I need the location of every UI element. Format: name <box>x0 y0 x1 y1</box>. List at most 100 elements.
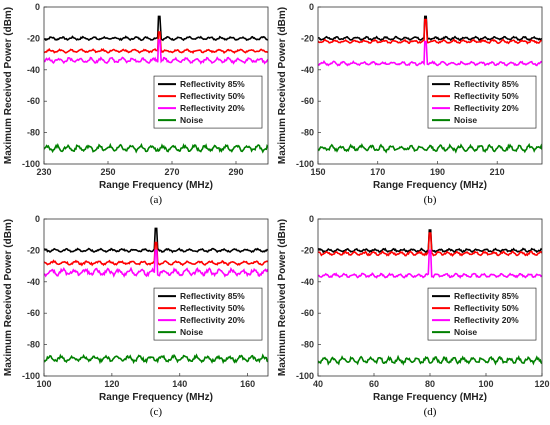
x-tick-label: 230 <box>36 167 51 177</box>
legend-entry: Noise <box>180 327 203 337</box>
series-line-reflectivity-85- <box>44 15 268 42</box>
legend: Reflectivity 85% Reflectivity 50% Reflecti… <box>153 75 263 129</box>
series-line-reflectivity-50- <box>318 18 542 45</box>
series-line-noise <box>44 142 268 154</box>
x-tick-label: 80 <box>425 379 435 389</box>
legend-entry: Noise <box>454 327 477 337</box>
legend-entry: Noise <box>454 115 477 125</box>
y-tick-label: -40 <box>27 277 40 287</box>
x-tick-label: 120 <box>534 379 549 389</box>
legend-entry: Reflectivity 50% <box>454 303 519 313</box>
series-line-reflectivity-85- <box>318 229 542 254</box>
series-line-reflectivity-85- <box>318 15 542 42</box>
x-tick-label: 60 <box>369 379 379 389</box>
panel-label: (c) <box>150 406 163 418</box>
y-tick-label: -80 <box>27 128 40 138</box>
y-tick-label: -100 <box>22 159 40 169</box>
panel-label: (a) <box>150 194 163 206</box>
y-tick-label: -20 <box>301 33 314 43</box>
x-tick-label: 150 <box>310 167 325 177</box>
x-axis-label: Range Frequency (MHz) <box>373 392 487 403</box>
legend-entry: Reflectivity 20% <box>180 315 245 325</box>
y-tick-label: 0 <box>309 214 314 224</box>
legend-entry: Noise <box>180 115 203 125</box>
legend-entry: Reflectivity 85% <box>454 291 519 301</box>
y-axis-label: Maximum Received Power (dBm) <box>3 7 14 164</box>
axes-frame <box>317 6 543 165</box>
x-tick-label: 290 <box>228 167 243 177</box>
x-axis-label: Range Frequency (MHz) <box>99 392 213 403</box>
legend: Reflectivity 85% Reflectivity 50% Reflecti… <box>427 287 537 341</box>
legend-entry: Reflectivity 20% <box>180 103 245 113</box>
x-tick-label: 160 <box>240 379 255 389</box>
series-line-reflectivity-50- <box>44 31 268 55</box>
series-line-reflectivity-20- <box>44 39 268 65</box>
series-line-reflectivity-20- <box>318 249 542 279</box>
y-tick-label: -100 <box>22 371 40 381</box>
x-tick-label: 120 <box>104 379 119 389</box>
legend: Reflectivity 85% Reflectivity 50% Reflecti… <box>427 75 537 129</box>
legend-entry: Reflectivity 20% <box>454 103 519 113</box>
y-tick-label: -60 <box>27 96 40 106</box>
series-group <box>318 15 542 154</box>
x-tick-label: 100 <box>36 379 51 389</box>
series-line-reflectivity-50- <box>44 241 268 267</box>
series-group <box>44 227 268 365</box>
x-tick-label: 270 <box>164 167 179 177</box>
x-axis-label: Range Frequency (MHz) <box>99 180 213 191</box>
x-tick-label: 170 <box>370 167 385 177</box>
series-line-reflectivity-20- <box>44 249 268 278</box>
x-tick-label: 100 <box>478 379 493 389</box>
legend-entry: Reflectivity 50% <box>180 91 245 101</box>
x-tick-label: 190 <box>430 167 445 177</box>
x-tick-label: 250 <box>100 167 115 177</box>
y-tick-label: -80 <box>27 340 40 350</box>
series-line-reflectivity-85- <box>44 227 268 254</box>
y-axis-label: Maximum Received Power (dBm) <box>3 219 14 376</box>
series-line-noise <box>318 354 542 366</box>
series-group <box>44 15 268 154</box>
y-tick-label: 0 <box>35 214 40 224</box>
y-tick-label: 0 <box>309 2 314 12</box>
x-tick-label: 210 <box>490 167 505 177</box>
y-tick-label: -20 <box>27 245 40 255</box>
panel-label: (d) <box>424 406 437 418</box>
x-axis-label: Range Frequency (MHz) <box>373 180 487 191</box>
y-tick-label: -40 <box>27 65 40 75</box>
axes-frame <box>43 6 269 165</box>
y-tick-label: -40 <box>301 277 314 287</box>
y-axis-label: Maximum Received Power (dBm) <box>277 219 288 376</box>
y-tick-label: -80 <box>301 340 314 350</box>
series-line-reflectivity-20- <box>318 40 542 67</box>
y-tick-label: -80 <box>301 128 314 138</box>
series-line-reflectivity-50- <box>318 232 542 257</box>
x-tick-label: 140 <box>172 379 187 389</box>
y-tick-label: -40 <box>301 65 314 75</box>
y-tick-label: -60 <box>301 308 314 318</box>
y-tick-label: 0 <box>35 2 40 12</box>
legend-entry: Reflectivity 50% <box>180 303 245 313</box>
x-tick-label: 40 <box>313 379 323 389</box>
y-tick-label: -60 <box>27 308 40 318</box>
y-tick-label: -60 <box>301 96 314 106</box>
legend-entry: Reflectivity 85% <box>454 79 519 89</box>
y-tick-label: -100 <box>296 371 314 381</box>
series-line-noise <box>318 142 542 154</box>
y-axis-label: Maximum Received Power (dBm) <box>277 7 288 164</box>
legend-entry: Reflectivity 50% <box>454 91 519 101</box>
series-group <box>318 229 542 366</box>
series-line-noise <box>44 353 268 365</box>
legend-entry: Reflectivity 85% <box>180 79 245 89</box>
panel-label: (b) <box>424 194 437 206</box>
y-tick-label: -20 <box>301 245 314 255</box>
y-tick-label: -100 <box>296 159 314 169</box>
legend-entry: Reflectivity 20% <box>454 315 519 325</box>
y-tick-label: -20 <box>27 33 40 43</box>
legend: Reflectivity 85% Reflectivity 50% Reflecti… <box>153 287 263 341</box>
axes-frame <box>43 218 269 377</box>
